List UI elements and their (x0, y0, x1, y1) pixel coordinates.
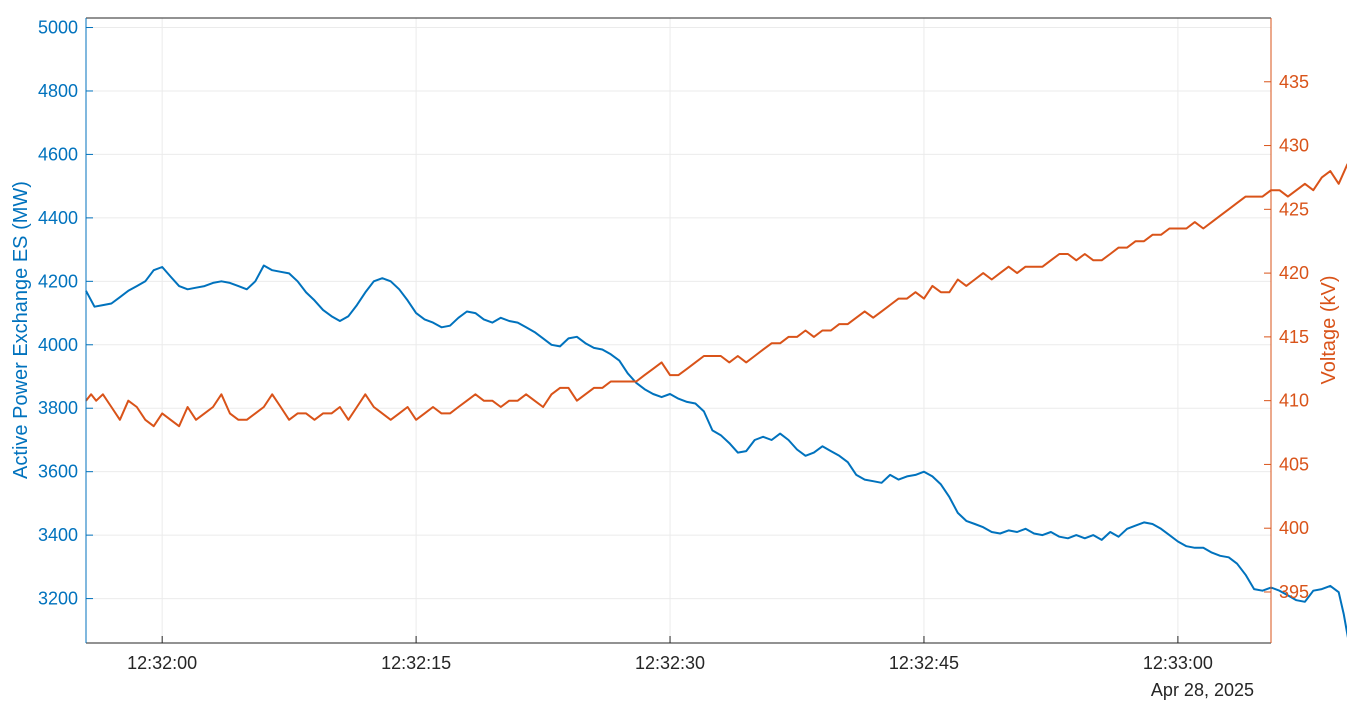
y-axis-left-label: Active Power Exchange ES (MW) (10, 181, 32, 479)
y-right-tick-label: 435 (1279, 72, 1309, 92)
y-left-tick-label: 3800 (38, 398, 78, 418)
series-line-power (85, 264, 1347, 639)
y-left-tick-label: 4200 (38, 271, 78, 291)
y-left-tick-label: 3400 (38, 525, 78, 545)
y-right-tick-label: 395 (1279, 582, 1309, 602)
axes: 12:32:00 12:32:15 12:32:30 12:32:45 12:33:00… (38, 17, 1309, 673)
x-axis-date-label: Apr 28, 2025 (1151, 680, 1254, 700)
y-right-tick-label: 420 (1279, 263, 1309, 283)
x-tick-label: 12:32:00 (127, 653, 197, 673)
y-left-tick-label: 4400 (38, 208, 78, 228)
y-left-tick-label: 4600 (38, 144, 78, 164)
grid (86, 18, 1271, 643)
y-right-tick-label: 405 (1279, 454, 1309, 474)
y-right-tick-label: 430 (1279, 136, 1309, 156)
y-left-tick-label: 3600 (38, 462, 78, 482)
y-axis-right-label: Voltage (kV) (1318, 276, 1340, 385)
x-tick-label: 12:32:15 (381, 653, 451, 673)
y-left-tick-label: 5000 (38, 18, 78, 38)
y-right-tick-label: 400 (1279, 518, 1309, 538)
y-right-tick-label: 425 (1279, 199, 1309, 219)
x-tick-label: 12:32:45 (889, 653, 959, 673)
x-tick-label: 12:32:30 (635, 653, 705, 673)
series-line-voltage (85, 163, 1347, 428)
y-left-tick-label: 4800 (38, 81, 78, 101)
y-right-tick-label: 415 (1279, 327, 1309, 347)
plot-background (86, 18, 1271, 643)
plot-area (85, 163, 1347, 639)
y-right-tick-label: 410 (1279, 391, 1309, 411)
y-left-tick-label: 4000 (38, 335, 78, 355)
y-left-tick-label: 3200 (38, 589, 78, 609)
x-tick-label: 12:33:00 (1143, 653, 1213, 673)
